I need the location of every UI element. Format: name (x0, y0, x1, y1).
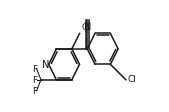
Text: F: F (32, 76, 38, 84)
Text: F: F (32, 86, 38, 95)
Text: F: F (32, 65, 38, 74)
Text: N: N (83, 22, 91, 31)
Text: Cl: Cl (81, 23, 90, 32)
Text: N: N (42, 60, 49, 70)
Text: Cl: Cl (127, 74, 136, 83)
